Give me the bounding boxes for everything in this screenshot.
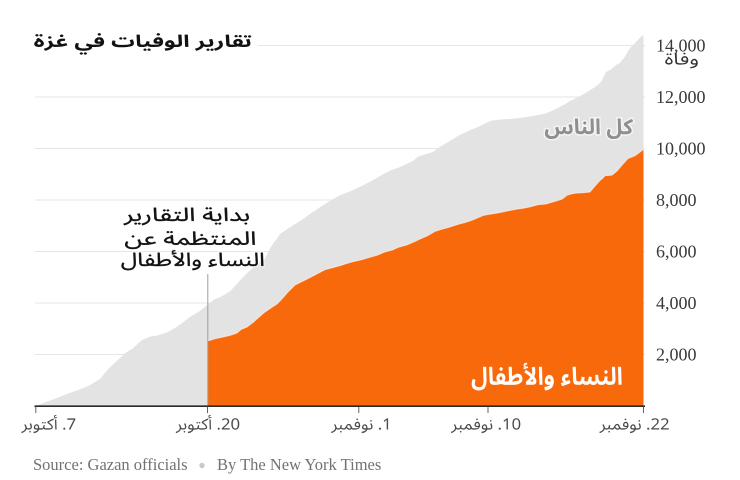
svg-text:Source: Gazan officials: Source: Gazan officials [33,455,188,474]
svg-text:10,000: 10,000 [656,139,706,159]
svg-text:8,000: 8,000 [656,190,697,210]
svg-text:4,000: 4,000 [656,293,697,313]
svg-text:By The New York Times: By The New York Times [217,455,381,474]
svg-text:2,000: 2,000 [656,345,697,365]
svg-text:6,000: 6,000 [656,242,697,262]
svg-text:14,000: 14,000 [656,36,706,56]
svg-text:12,000: 12,000 [656,87,706,107]
